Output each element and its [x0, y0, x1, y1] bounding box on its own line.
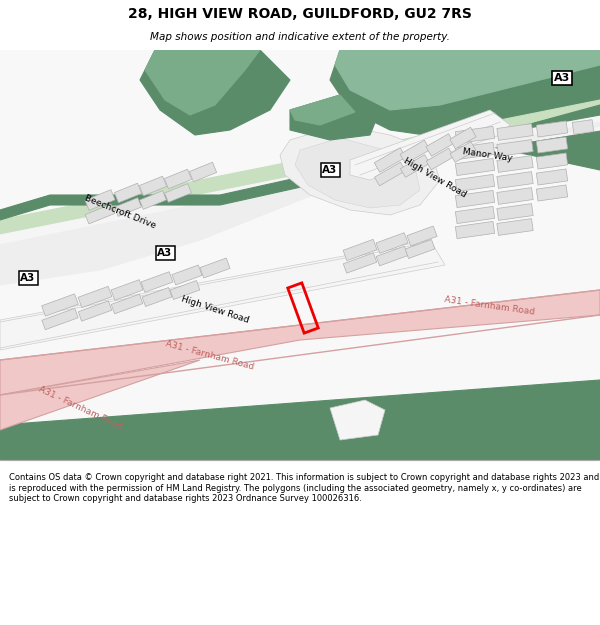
Polygon shape	[497, 188, 533, 204]
Polygon shape	[172, 265, 202, 285]
Polygon shape	[145, 50, 260, 115]
Polygon shape	[426, 148, 454, 170]
Polygon shape	[115, 198, 142, 216]
Polygon shape	[536, 137, 568, 153]
Polygon shape	[455, 221, 494, 239]
Polygon shape	[536, 185, 568, 201]
Text: Manor Way: Manor Way	[463, 147, 514, 163]
Polygon shape	[0, 290, 600, 395]
Polygon shape	[0, 360, 200, 430]
Text: A31 - Farnham Road: A31 - Farnham Road	[444, 295, 536, 317]
Polygon shape	[536, 153, 568, 169]
Polygon shape	[0, 105, 600, 220]
Polygon shape	[0, 115, 600, 278]
Polygon shape	[455, 174, 494, 192]
Polygon shape	[111, 294, 143, 314]
Polygon shape	[455, 142, 494, 159]
Polygon shape	[142, 288, 172, 306]
Polygon shape	[497, 156, 533, 172]
Polygon shape	[115, 183, 142, 203]
Polygon shape	[497, 204, 533, 221]
Polygon shape	[374, 162, 406, 186]
Polygon shape	[400, 154, 430, 178]
Text: A3: A3	[157, 248, 173, 258]
Text: A31 - Farnham Road: A31 - Farnham Road	[37, 384, 123, 431]
Polygon shape	[0, 122, 600, 285]
Polygon shape	[350, 110, 510, 180]
Polygon shape	[330, 400, 385, 440]
Text: Contains OS data © Crown copyright and database right 2021. This information is : Contains OS data © Crown copyright and d…	[9, 473, 599, 503]
Polygon shape	[85, 189, 115, 211]
Polygon shape	[426, 134, 454, 156]
Polygon shape	[0, 100, 600, 265]
Polygon shape	[405, 239, 435, 259]
Polygon shape	[290, 95, 380, 140]
Polygon shape	[536, 169, 568, 185]
Text: A3: A3	[554, 73, 570, 83]
Polygon shape	[400, 140, 430, 164]
Polygon shape	[450, 142, 476, 162]
Polygon shape	[141, 272, 173, 292]
Polygon shape	[139, 176, 167, 196]
Polygon shape	[140, 191, 166, 209]
Polygon shape	[0, 50, 600, 460]
Polygon shape	[572, 119, 594, 134]
Polygon shape	[455, 126, 494, 144]
Text: Map shows position and indicative extent of the property.: Map shows position and indicative extent…	[150, 32, 450, 43]
Polygon shape	[330, 50, 600, 170]
Text: Beechcroft Drive: Beechcroft Drive	[83, 194, 157, 231]
Text: High View Road: High View Road	[402, 156, 468, 199]
Polygon shape	[41, 294, 79, 316]
Polygon shape	[170, 281, 200, 299]
Polygon shape	[200, 258, 230, 278]
Text: A3: A3	[322, 165, 338, 175]
Polygon shape	[290, 95, 355, 125]
Polygon shape	[374, 148, 406, 173]
Polygon shape	[455, 158, 494, 176]
Polygon shape	[111, 280, 143, 300]
Polygon shape	[295, 138, 420, 208]
Polygon shape	[455, 191, 494, 208]
Polygon shape	[78, 286, 112, 308]
Polygon shape	[343, 239, 377, 261]
Polygon shape	[164, 169, 191, 189]
Polygon shape	[497, 219, 533, 236]
Polygon shape	[0, 240, 445, 350]
Polygon shape	[455, 206, 494, 224]
Polygon shape	[376, 246, 408, 266]
Polygon shape	[497, 172, 533, 188]
Polygon shape	[376, 232, 408, 253]
Polygon shape	[280, 125, 440, 215]
Polygon shape	[164, 184, 191, 203]
Polygon shape	[0, 380, 600, 460]
Text: A31 - Farnham Road: A31 - Farnham Road	[165, 339, 255, 371]
Polygon shape	[497, 124, 533, 141]
Polygon shape	[450, 127, 476, 149]
Text: A3: A3	[20, 273, 35, 283]
Polygon shape	[407, 226, 437, 246]
Polygon shape	[140, 50, 290, 135]
Polygon shape	[536, 121, 568, 137]
Polygon shape	[335, 50, 600, 110]
Polygon shape	[497, 139, 533, 156]
Text: High View Road: High View Road	[180, 295, 250, 325]
Text: 28, HIGH VIEW ROAD, GUILDFORD, GU2 7RS: 28, HIGH VIEW ROAD, GUILDFORD, GU2 7RS	[128, 7, 472, 21]
Polygon shape	[190, 162, 217, 182]
Polygon shape	[343, 253, 377, 273]
Polygon shape	[78, 301, 112, 321]
Polygon shape	[42, 308, 78, 329]
Polygon shape	[85, 204, 115, 224]
